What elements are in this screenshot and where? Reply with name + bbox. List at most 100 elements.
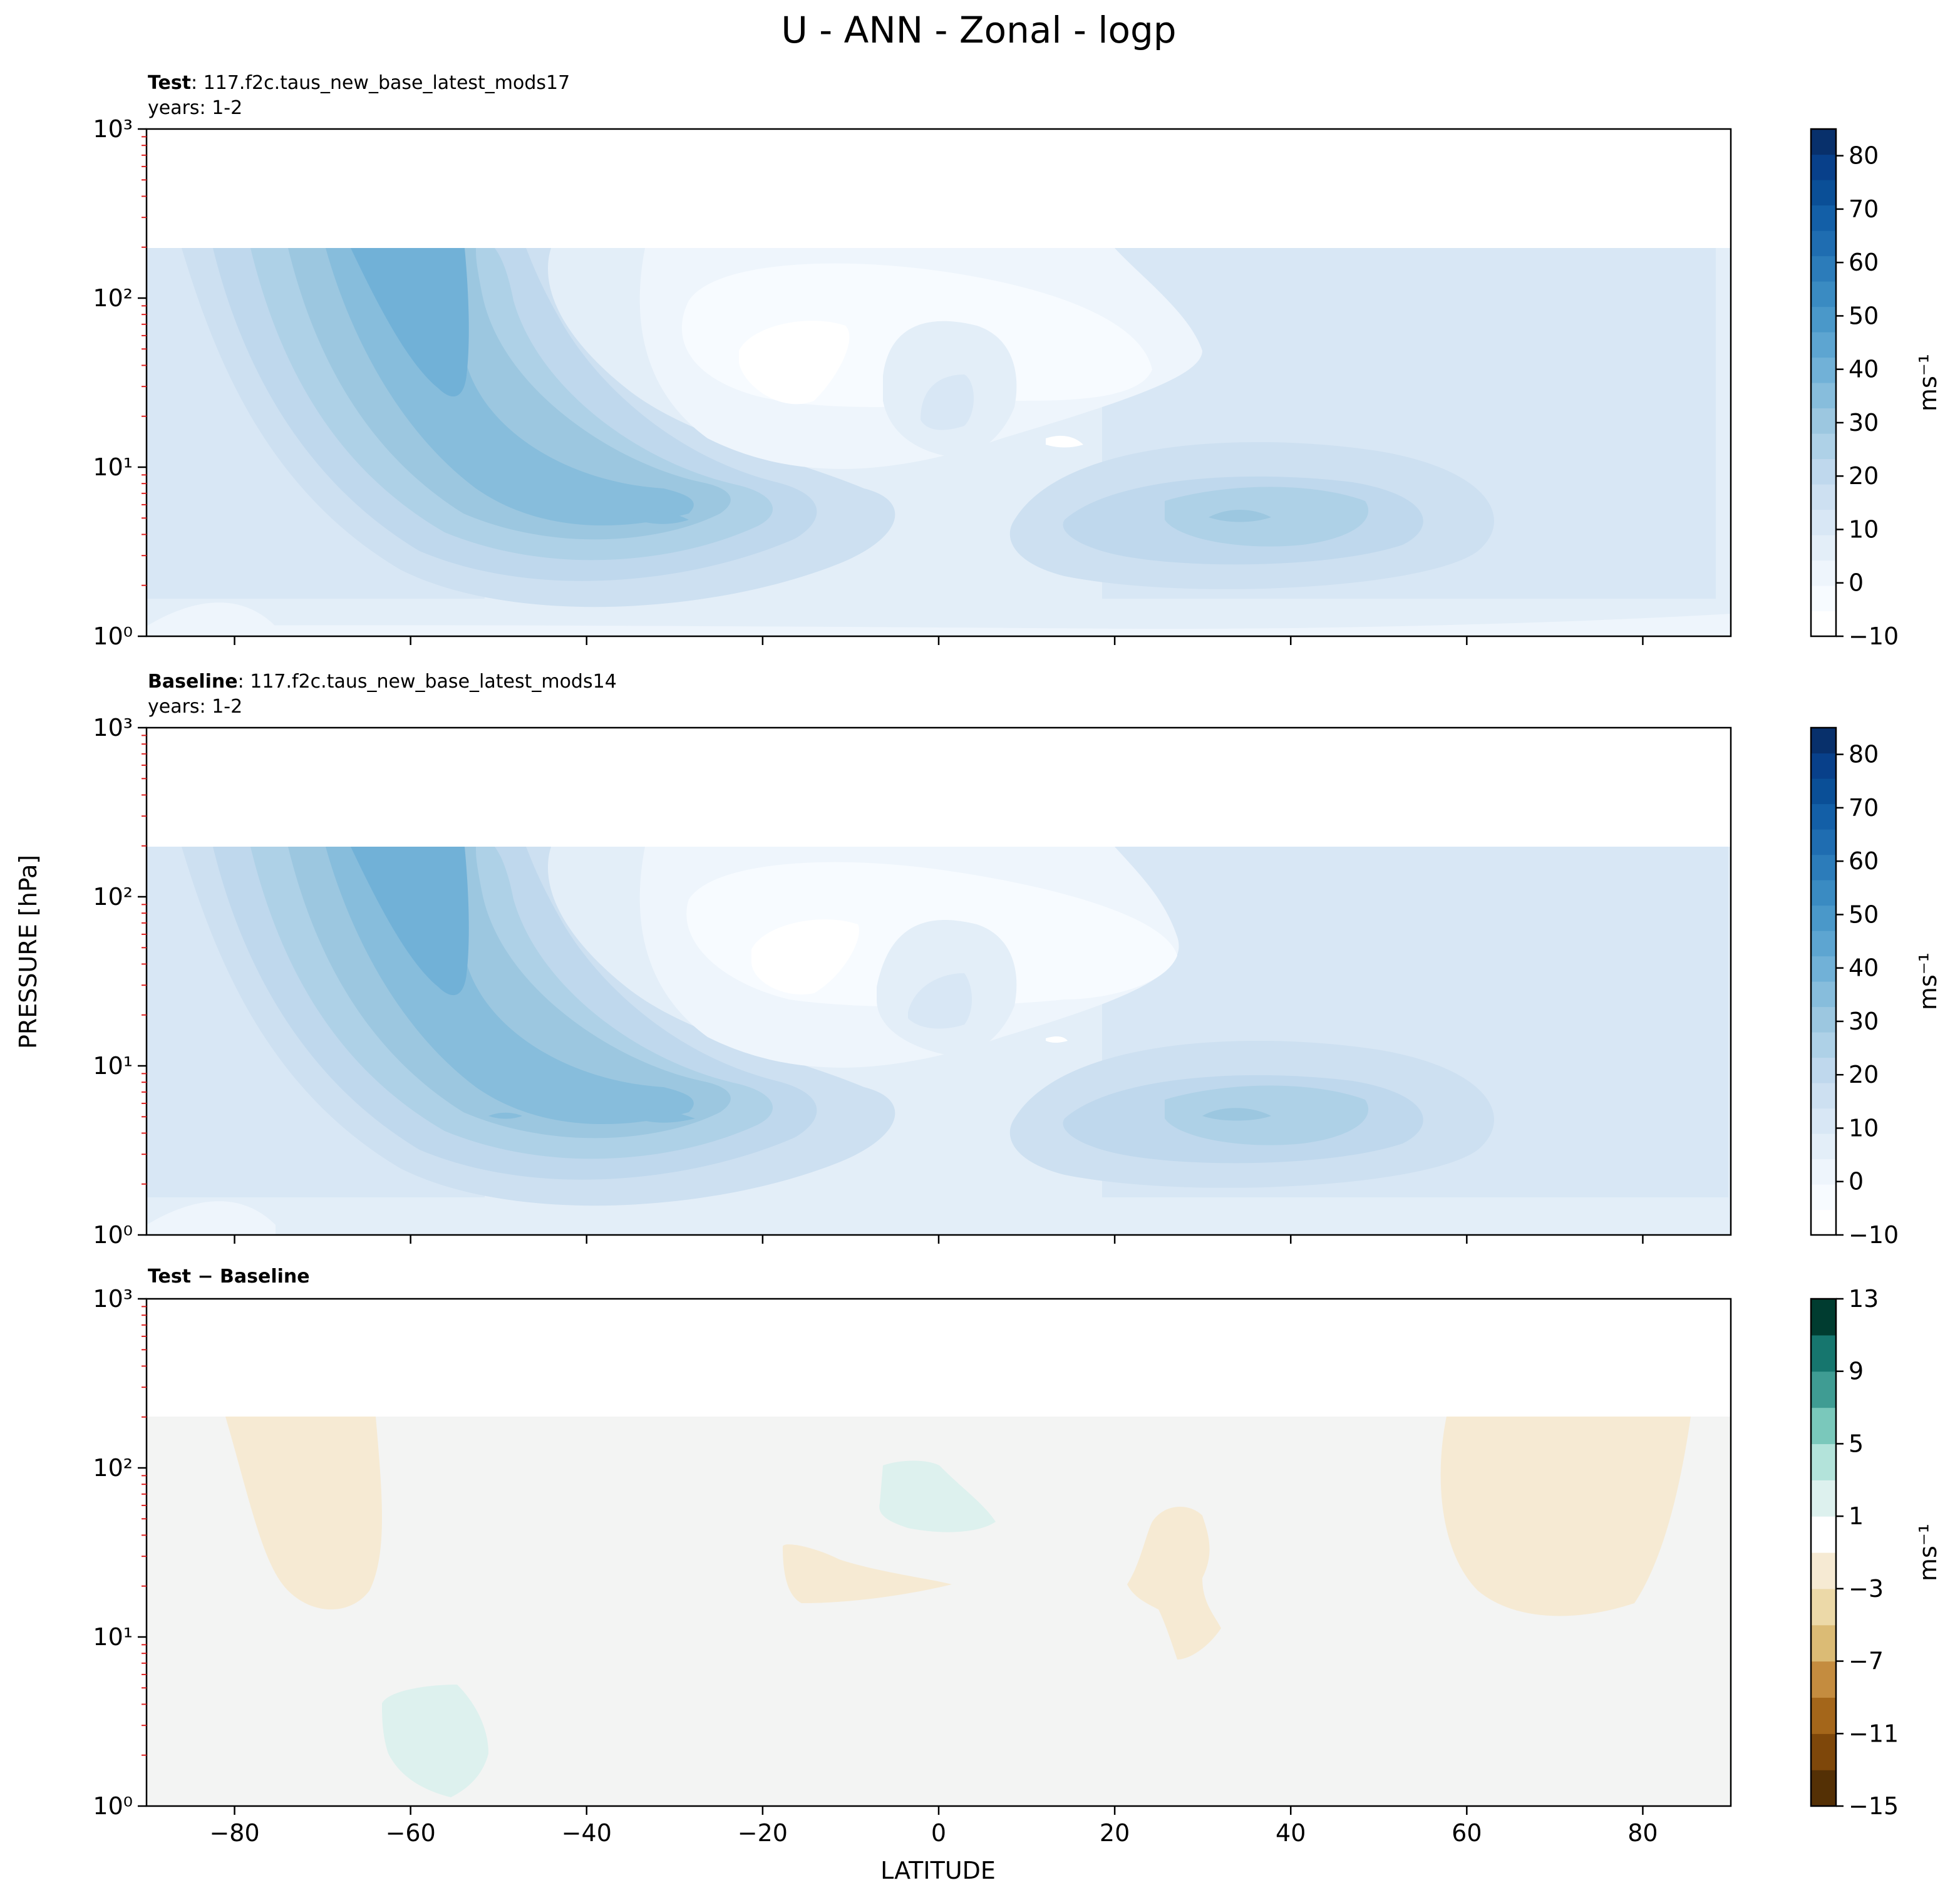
colorbar-segment bbox=[1811, 1184, 1836, 1211]
x-tick-label: 20 bbox=[1100, 1819, 1130, 1847]
panel-baseline-header: Baseline: 117.f2c.taus_new_base_latest_m… bbox=[148, 671, 617, 693]
colorbar-segment bbox=[1811, 154, 1836, 180]
colorbar-tick-label: −11 bbox=[1849, 1720, 1899, 1747]
colorbar-tick-label: −15 bbox=[1849, 1792, 1899, 1820]
panel-test-header: Test: 117.f2c.taus_new_base_latest_mods1… bbox=[148, 72, 570, 94]
colorbar-tick-label: −7 bbox=[1849, 1648, 1884, 1675]
colorbar-segment bbox=[1811, 1661, 1836, 1698]
colorbar-segment bbox=[1811, 1733, 1836, 1770]
x-tick-label: 80 bbox=[1627, 1819, 1658, 1847]
x-tick-label: 60 bbox=[1452, 1819, 1482, 1847]
colorbar-segment bbox=[1811, 1335, 1836, 1372]
y-tick-label: 10⁰ bbox=[93, 1792, 133, 1820]
colorbar-tick-label: −10 bbox=[1849, 622, 1899, 650]
colorbar-tick-label: 0 bbox=[1849, 1168, 1864, 1195]
y-tick-label: 10⁰ bbox=[93, 622, 133, 650]
colorbar-segment bbox=[1811, 1371, 1836, 1408]
colorbar-tick-label: 30 bbox=[1849, 1008, 1879, 1035]
y-tick-label: 10³ bbox=[93, 714, 133, 741]
colorbar-segment bbox=[1811, 803, 1836, 830]
baseline-contour-field bbox=[147, 728, 1731, 1235]
colorbar-segment bbox=[1811, 1443, 1836, 1480]
colorbar-tick-label: 10 bbox=[1849, 515, 1879, 543]
colorbar-segment bbox=[1811, 1770, 1836, 1807]
colorbar-segment bbox=[1811, 332, 1836, 358]
colorbar-segment bbox=[1811, 586, 1836, 612]
panel-baseline-ticks: 10³ 10² 10¹ 10⁰ bbox=[93, 714, 1644, 1249]
test-contour-field bbox=[147, 129, 1731, 636]
colorbar-tick-label: −3 bbox=[1849, 1575, 1884, 1603]
colorbar-tick-label: 80 bbox=[1849, 142, 1879, 170]
panel-difference-colorbar: −15 −11 −7 −3 1 5 9 13 ms⁻¹ bbox=[1810, 1285, 1942, 1820]
y-tick-label: 10¹ bbox=[93, 1623, 133, 1651]
colorbar-segment bbox=[1811, 1209, 1836, 1236]
panel-test-colorbar: −10 0 10 20 30 40 50 60 70 80 ms⁻¹ bbox=[1810, 128, 1942, 650]
colorbar-segment bbox=[1811, 1032, 1836, 1058]
colorbar-tick-label: 50 bbox=[1849, 302, 1879, 329]
colorbar-tick-label: 80 bbox=[1849, 741, 1879, 768]
colorbar-tick-label: 70 bbox=[1849, 794, 1879, 822]
colorbar-segment bbox=[1811, 1083, 1836, 1109]
x-axis-label: LATITUDE bbox=[880, 1857, 996, 1884]
y-tick-label: 10² bbox=[93, 284, 133, 312]
colorbar-tick-label: 20 bbox=[1849, 1061, 1879, 1088]
colorbar-tick-label: 70 bbox=[1849, 195, 1879, 223]
colorbar-segment bbox=[1811, 981, 1836, 1008]
colorbar-tick-label: 60 bbox=[1849, 249, 1879, 276]
colorbar-tick-label: 9 bbox=[1849, 1358, 1864, 1385]
colorbar-frame bbox=[1810, 726, 1837, 1236]
colorbar-label: ms⁻¹ bbox=[1914, 354, 1942, 411]
colorbar-frame bbox=[1810, 128, 1837, 638]
colorbar-segment bbox=[1811, 256, 1836, 282]
x-tick-label: −80 bbox=[209, 1819, 259, 1847]
panel-difference: Test − Baseline −80 −60 −40 −20 0 20 40 60 80 10³… bbox=[93, 1266, 1942, 1847]
colorbar-segment bbox=[1811, 1624, 1836, 1662]
panel-test-subheader: years: 1-2 bbox=[148, 97, 242, 119]
colorbar-segment bbox=[1811, 1057, 1836, 1083]
y-tick-label: 10² bbox=[93, 883, 133, 911]
colorbar-tick-label: 40 bbox=[1849, 356, 1879, 383]
colorbar-segment bbox=[1811, 281, 1836, 307]
panel-difference-ticks: −80 −60 −40 −20 0 20 40 60 80 10³ 10² 10¹ 10⁰ bbox=[93, 1285, 1658, 1847]
colorbar-tick-label: 50 bbox=[1849, 901, 1879, 928]
y-tick-label: 10¹ bbox=[93, 453, 133, 481]
colorbar-segment bbox=[1811, 905, 1836, 931]
colorbar-tick-label: 0 bbox=[1849, 569, 1864, 597]
x-tick-label: −20 bbox=[738, 1819, 788, 1847]
y-tick-label: 10¹ bbox=[93, 1052, 133, 1080]
colorbar-segment bbox=[1811, 956, 1836, 982]
colorbar-segment bbox=[1811, 383, 1836, 409]
colorbar-segment bbox=[1811, 611, 1836, 637]
colorbar-segment bbox=[1811, 1006, 1836, 1033]
colorbar-segment bbox=[1811, 1133, 1836, 1160]
colorbar-tick-label: 1 bbox=[1849, 1502, 1864, 1530]
colorbar-segment bbox=[1811, 854, 1836, 880]
colorbar-segment bbox=[1811, 753, 1836, 779]
colorbar-tick-label: 5 bbox=[1849, 1430, 1864, 1457]
colorbar-segment bbox=[1811, 306, 1836, 333]
y-tick-label: 10³ bbox=[93, 1285, 133, 1313]
colorbar-segment bbox=[1811, 535, 1836, 561]
x-tick-label: 0 bbox=[931, 1819, 946, 1847]
colorbar-segment bbox=[1811, 458, 1836, 485]
panel-baseline-colorbar: −10 0 10 20 30 40 50 60 70 80 ms⁻¹ bbox=[1810, 726, 1942, 1249]
difference-contour-field bbox=[147, 1299, 1731, 1806]
x-tick-label: −60 bbox=[386, 1819, 436, 1847]
x-tick-label: 40 bbox=[1276, 1819, 1306, 1847]
panel-test: Test: 117.f2c.taus_new_base_latest_mods1… bbox=[93, 72, 1942, 650]
colorbar-segment bbox=[1811, 829, 1836, 855]
colorbar-segment bbox=[1811, 880, 1836, 906]
figure-title: U - ANN - Zonal - logp bbox=[781, 9, 1176, 51]
colorbar-tick-label: 13 bbox=[1849, 1285, 1879, 1313]
colorbar-segment bbox=[1811, 433, 1836, 460]
colorbar-segment bbox=[1811, 1108, 1836, 1134]
colorbar-segment bbox=[1811, 1159, 1836, 1185]
panel-test-ticks: 10³ 10² 10¹ 10⁰ bbox=[93, 115, 1644, 650]
colorbar-tick-label: −10 bbox=[1849, 1221, 1899, 1249]
colorbar-tick-label: 60 bbox=[1849, 847, 1879, 875]
colorbar-segment bbox=[1811, 408, 1836, 434]
colorbar-tick-label: 40 bbox=[1849, 954, 1879, 982]
y-tick-label: 10³ bbox=[93, 115, 133, 143]
panel-difference-header: Test − Baseline bbox=[148, 1266, 310, 1288]
panel-baseline-subheader: years: 1-2 bbox=[148, 696, 242, 718]
